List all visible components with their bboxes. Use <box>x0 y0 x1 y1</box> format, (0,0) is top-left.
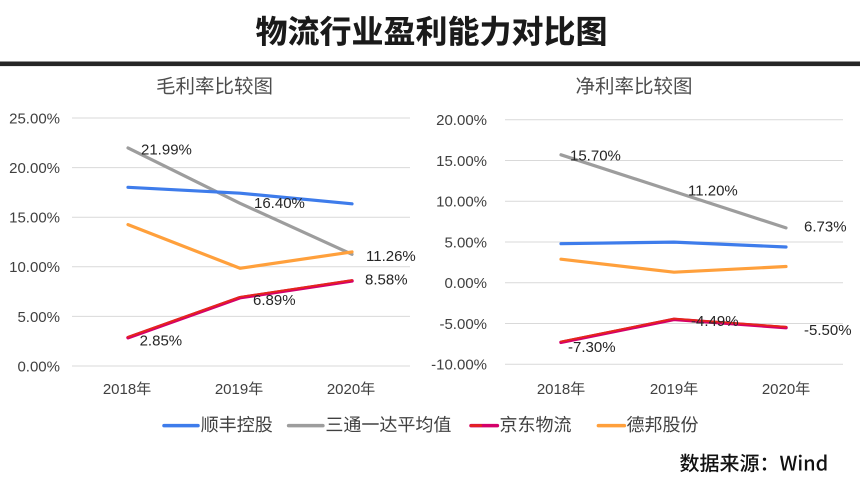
svg-text:10.00%: 10.00% <box>436 194 487 211</box>
svg-text:5.00%: 5.00% <box>17 309 60 326</box>
svg-text:2019: 2019 <box>650 381 683 398</box>
svg-text:2018: 2018 <box>537 381 570 398</box>
svg-text:11.26%: 11.26% <box>366 248 416 265</box>
svg-text:15.70%: 15.70% <box>570 147 621 164</box>
svg-text:20.00%: 20.00% <box>436 112 487 129</box>
svg-text:2020: 2020 <box>762 381 795 398</box>
svg-text:-7.30%: -7.30% <box>568 339 616 356</box>
svg-text:6.89%: 6.89% <box>253 292 296 309</box>
svg-text:25.00%: 25.00% <box>9 110 60 127</box>
svg-text:6.73%: 6.73% <box>804 219 847 236</box>
svg-text:2020: 2020 <box>327 381 360 398</box>
svg-text:11.20%: 11.20% <box>688 183 738 200</box>
svg-text:15.00%: 15.00% <box>9 210 60 227</box>
svg-text:-10.00%: -10.00% <box>431 357 487 374</box>
svg-text:-4.49%: -4.49% <box>691 313 739 330</box>
svg-text:2019: 2019 <box>215 381 248 398</box>
svg-text:2.85%: 2.85% <box>140 333 183 350</box>
svg-text:15.00%: 15.00% <box>436 153 487 170</box>
svg-text:21.99%: 21.99% <box>141 141 192 158</box>
svg-text:0.00%: 0.00% <box>17 358 60 375</box>
svg-text:-5.50%: -5.50% <box>804 322 852 339</box>
svg-text:5.00%: 5.00% <box>444 234 487 251</box>
svg-text:2018: 2018 <box>103 381 136 398</box>
svg-text:16.40%: 16.40% <box>254 195 305 212</box>
svg-text:-5.00%: -5.00% <box>439 316 487 333</box>
svg-text:10.00%: 10.00% <box>9 259 60 276</box>
svg-text:20.00%: 20.00% <box>9 160 60 177</box>
svg-text:0.00%: 0.00% <box>444 275 487 292</box>
svg-text:8.58%: 8.58% <box>365 272 408 289</box>
